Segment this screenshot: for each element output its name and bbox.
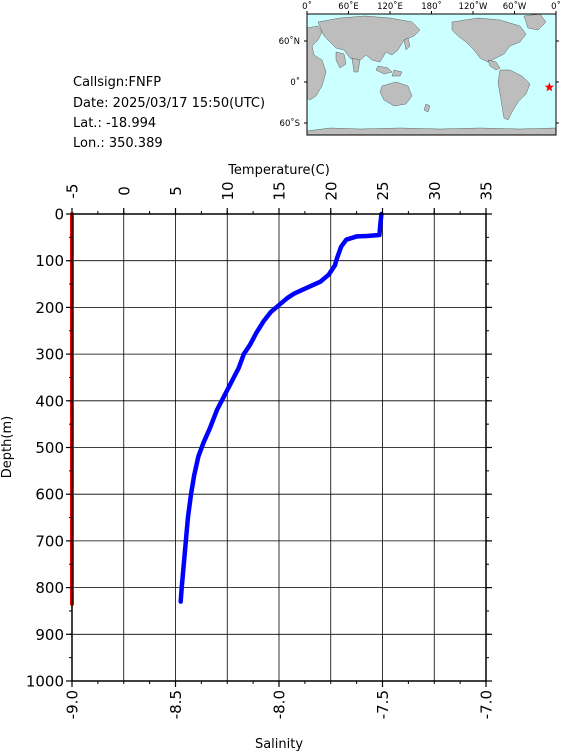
depth-tick-label: 800 bbox=[35, 579, 64, 597]
land-shape bbox=[335, 51, 347, 69]
land-shape bbox=[497, 69, 531, 121]
land-shape bbox=[391, 69, 403, 77]
map-lon-label: 60˚W bbox=[503, 1, 527, 12]
depth-tick-label: 400 bbox=[35, 392, 64, 410]
depth-tick-label: 0 bbox=[54, 206, 64, 224]
station-info: Callsign:FNFP Date: 2025/03/17 15:50(UTC… bbox=[73, 75, 265, 151]
map-lon-label: 0˚ bbox=[551, 1, 561, 12]
depth-axis-title: Depth(m) bbox=[0, 416, 15, 478]
depth-tick-label: 1000 bbox=[26, 673, 64, 691]
map-lon-label: 0˚ bbox=[302, 1, 312, 12]
star-icon bbox=[544, 82, 555, 92]
land-shape bbox=[487, 59, 501, 71]
depth-tick-label: 600 bbox=[35, 486, 64, 504]
map-lat-label: 60˚N bbox=[279, 36, 300, 47]
salinity-tick-label: -7.5 bbox=[374, 690, 392, 719]
salinity-tick-label: -9.0 bbox=[64, 690, 82, 719]
land-shape bbox=[306, 25, 327, 101]
map-lon-label: 120˚W bbox=[459, 1, 488, 12]
depth-tick-label: 700 bbox=[35, 532, 64, 550]
salinity-tick-label: -8.0 bbox=[271, 690, 289, 719]
temperature-tick-label: 35 bbox=[478, 181, 496, 200]
land-shape bbox=[403, 37, 411, 51]
temperature-ticks: -5 0 5 10 15 20 25 30 35 bbox=[64, 181, 496, 214]
temperature-tick-label: 25 bbox=[374, 181, 392, 200]
map-lon-label: 180˚ bbox=[421, 1, 441, 12]
land-shape bbox=[379, 81, 413, 107]
temperature-tick-label: 30 bbox=[426, 181, 444, 200]
land-shape bbox=[306, 127, 557, 136]
land-shape bbox=[451, 17, 527, 63]
temperature-tick-label: -5 bbox=[64, 184, 82, 199]
temperature-tick-label: 20 bbox=[322, 181, 340, 200]
depth-tick-label: 300 bbox=[35, 346, 64, 364]
salinity-tick-label: -7.0 bbox=[478, 690, 496, 719]
map-lon-label: 60˚E bbox=[338, 1, 358, 12]
longitude-text: Lon.: 350.389 bbox=[73, 136, 163, 151]
depth-tick-label: 100 bbox=[35, 252, 64, 270]
land-shape bbox=[375, 65, 393, 75]
temperature-axis-title: Temperature(C) bbox=[227, 163, 330, 178]
profile-plot: -5 0 5 10 15 20 25 30 35 -9.0 -8.5 -8.0 -7.5 -7.0 01… bbox=[0, 163, 496, 751]
depth-tick-label: 900 bbox=[35, 626, 64, 644]
salinity-ticks: -9.0 -8.5 -8.0 -7.5 -7.0 bbox=[64, 681, 496, 719]
map-lat-label: 60˚S bbox=[280, 118, 300, 129]
latitude-text: Lat.: -18.994 bbox=[73, 116, 156, 131]
callsign-text: Callsign:FNFP bbox=[73, 75, 161, 90]
map-longitude-labels: 0˚ 60˚E 120˚E 180˚ 120˚W 60˚W 0˚ bbox=[302, 1, 561, 12]
land-shape bbox=[351, 57, 361, 73]
temperature-tick-label: 5 bbox=[167, 186, 185, 196]
temperature-tick-label: 10 bbox=[219, 181, 237, 200]
world-map: 0˚ 60˚E 120˚E 180˚ 120˚W 60˚W 0˚ 60˚N 0˚… bbox=[279, 1, 561, 136]
map-lat-label: 0˚ bbox=[290, 77, 300, 88]
salinity-axis-title: Salinity bbox=[255, 737, 303, 751]
land-shape bbox=[317, 15, 421, 63]
map-lon-label: 120˚E bbox=[377, 1, 403, 12]
temperature-tick-label: 15 bbox=[271, 181, 289, 200]
date-text: Date: 2025/03/17 15:50(UTC) bbox=[73, 96, 265, 111]
depth-ticks: 0 100 200 300 400 500 600 700 800 900 1000 bbox=[26, 206, 492, 691]
temperature-tick-label: 0 bbox=[115, 186, 133, 196]
depth-tick-label: 500 bbox=[35, 439, 64, 457]
land-shape bbox=[423, 103, 431, 113]
map-ticks bbox=[304, 11, 559, 124]
depth-tick-label: 200 bbox=[35, 299, 64, 317]
temperature-profile-line bbox=[178, 211, 384, 604]
salinity-tick-label: -8.5 bbox=[167, 690, 185, 719]
map-latitude-labels: 60˚N 0˚ 60˚S bbox=[279, 36, 300, 129]
